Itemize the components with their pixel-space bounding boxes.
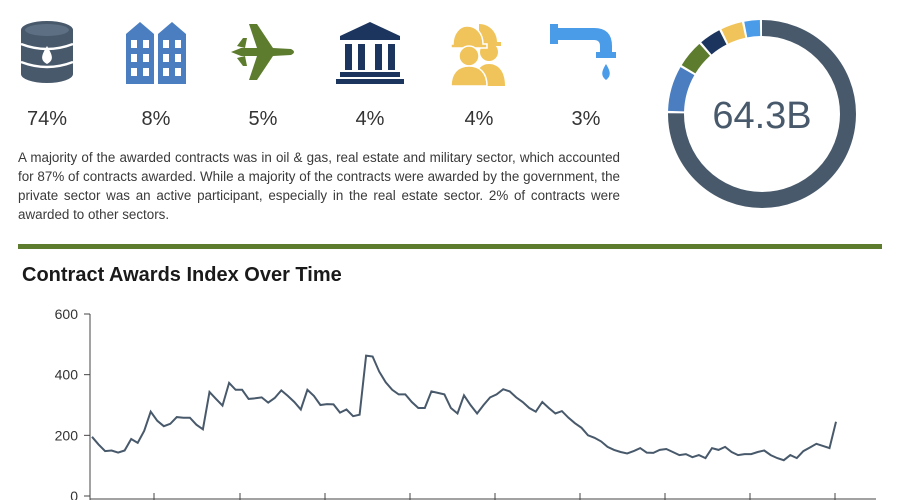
fighter-jet-icon <box>231 24 294 80</box>
water-tap-icon <box>550 24 616 80</box>
buildings-icon <box>126 22 186 84</box>
chart-title: Contract Awards Index Over Time <box>22 264 342 286</box>
y-tick-label: 0 <box>70 488 78 500</box>
y-axis: 0 200 400 600 <box>55 306 91 500</box>
construction-workers-icon <box>450 24 505 87</box>
sector-utilities: 3% <box>531 0 641 140</box>
line-chart: 0 200 400 600 <box>55 306 876 500</box>
sector-military-percent: 5% <box>248 108 278 130</box>
sector-utilities-percent: 3% <box>571 108 601 130</box>
sector-oil-gas: 74% <box>0 0 102 140</box>
x-axis <box>90 493 876 500</box>
sector-real-estate-percent: 8% <box>141 108 171 130</box>
y-tick-label: 600 <box>55 306 79 322</box>
donut-chart: 64.3B <box>668 20 856 208</box>
y-tick-label: 200 <box>55 427 79 443</box>
oil-barrel-icon <box>20 21 74 83</box>
sector-real-estate: 8% <box>101 0 211 140</box>
government-building-icon <box>336 22 404 84</box>
section-divider <box>18 244 882 249</box>
sector-government: 4% <box>315 0 425 140</box>
sector-government-percent: 4% <box>355 108 385 130</box>
donut-segments <box>668 20 856 208</box>
sector-row: 74% 8% 5% <box>0 0 650 140</box>
sector-construction: 4% <box>424 0 534 140</box>
sector-military: 5% <box>208 0 318 140</box>
sector-construction-percent: 4% <box>464 108 494 130</box>
donut-center-label: 64.3B <box>712 95 811 137</box>
summary-text: A majority of the awarded contracts was … <box>18 150 620 222</box>
sector-oil-gas-percent: 74% <box>26 108 68 130</box>
y-tick-label: 400 <box>55 367 79 383</box>
series-line <box>91 354 837 462</box>
donut-segment-0 <box>668 20 856 208</box>
